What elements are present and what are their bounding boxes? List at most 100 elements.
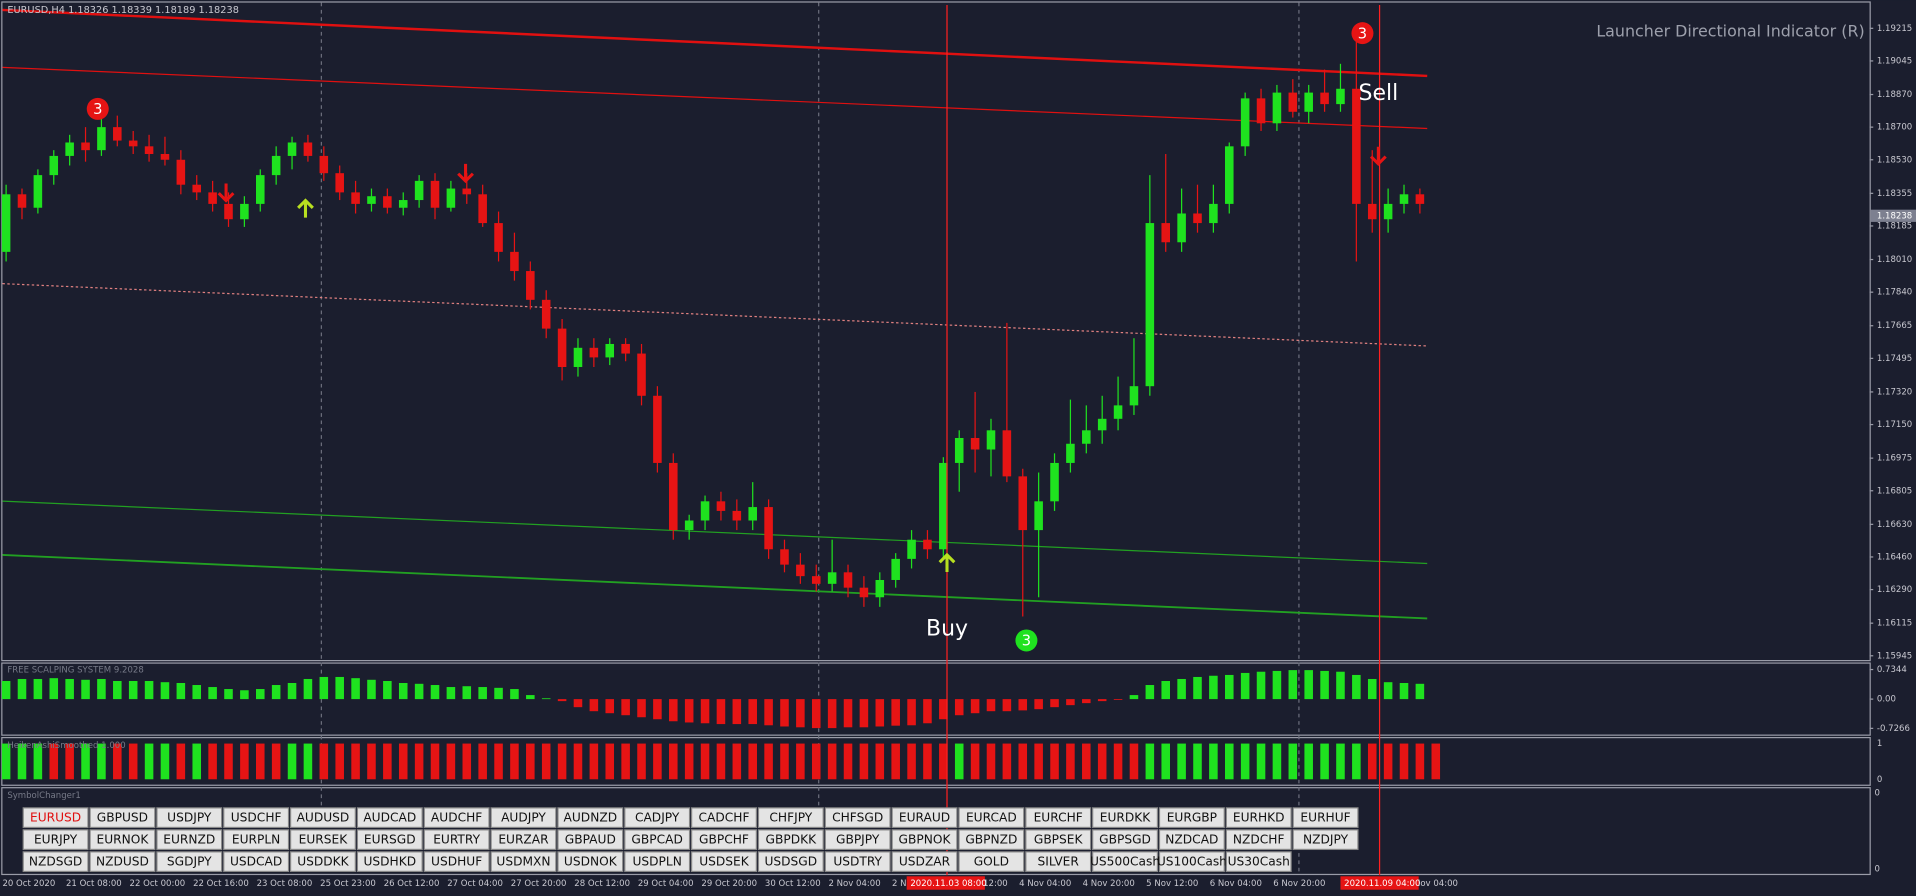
histogram-bar (1224, 674, 1234, 700)
histogram-bar (954, 699, 964, 716)
candle-body (1383, 203, 1393, 220)
symbol-button[interactable] (356, 829, 423, 851)
trend-bar (144, 743, 154, 780)
symbol-button[interactable] (423, 807, 490, 829)
symbol-button[interactable] (624, 807, 691, 829)
symbol-button[interactable] (1092, 851, 1159, 873)
symbol-button[interactable] (824, 829, 891, 851)
channel-line (2, 554, 1428, 620)
symbol-button[interactable] (223, 851, 290, 873)
candle-body (494, 223, 503, 252)
symbol-button[interactable] (89, 807, 156, 829)
symbol-button[interactable] (289, 829, 356, 851)
candle-body (827, 572, 837, 584)
symbol-button[interactable] (1225, 851, 1292, 873)
histogram-bar (557, 699, 567, 702)
symbol-button[interactable] (89, 829, 156, 851)
trend-bar (17, 743, 27, 780)
arrows (217, 146, 1387, 573)
symbol-button[interactable] (557, 829, 624, 851)
candle-body (1399, 194, 1409, 204)
symbol-button[interactable] (1092, 807, 1159, 829)
trend-bar (986, 743, 996, 780)
trend-bar (1066, 743, 1075, 780)
symbol-button[interactable] (423, 851, 490, 873)
candle-body (430, 180, 440, 208)
symbol-button[interactable] (1225, 807, 1292, 829)
symbol-button[interactable] (557, 851, 624, 873)
histogram-bar (97, 678, 106, 700)
symbol-button[interactable] (1158, 807, 1225, 829)
histogram-bar (176, 683, 186, 700)
trend-bar (811, 743, 821, 780)
candle-body (1082, 430, 1091, 444)
symbol-button[interactable] (691, 851, 757, 873)
symbol-button[interactable] (490, 829, 557, 851)
symbol-button[interactable] (757, 807, 824, 829)
symbol-button[interactable] (757, 851, 824, 873)
symbol-button[interactable] (891, 829, 958, 851)
symbol-button-label: NZDUSD (96, 855, 149, 869)
symbol-button[interactable] (223, 829, 290, 851)
symbol-button[interactable] (824, 807, 891, 829)
symbol-button[interactable] (958, 851, 1025, 873)
symbol-button[interactable] (1292, 829, 1359, 851)
symbol-button[interactable] (356, 807, 423, 829)
candle-body (541, 299, 551, 329)
candle-body (573, 347, 583, 367)
symbol-button[interactable] (958, 807, 1025, 829)
symbol-button[interactable] (958, 829, 1025, 851)
symbol-button[interactable] (289, 851, 356, 873)
symbol-button[interactable] (22, 807, 89, 829)
symbol-button[interactable] (891, 807, 958, 829)
symbol-button[interactable] (89, 851, 156, 873)
symbol-button[interactable] (490, 851, 557, 873)
vgrid (320, 2, 1300, 876)
symbol-button-label: CHFJPY (769, 811, 812, 825)
symbol-button[interactable] (22, 851, 89, 873)
symbol-button[interactable] (557, 807, 624, 829)
symbol-button[interactable] (156, 807, 223, 829)
symbol-button[interactable] (1158, 829, 1225, 851)
symbol-button[interactable] (1092, 829, 1159, 851)
symbol-button[interactable] (1025, 807, 1092, 829)
symbol-button[interactable] (691, 829, 757, 851)
trend-bar (764, 743, 773, 780)
symbol-button[interactable] (490, 807, 557, 829)
symbol-button[interactable] (1292, 807, 1359, 829)
down-arrow (1369, 146, 1387, 167)
trend-bar (398, 743, 408, 780)
symbol-button[interactable] (289, 807, 356, 829)
symbol-button[interactable] (624, 851, 691, 873)
symbol-button-label: EURPLN (232, 833, 280, 847)
symbol-button[interactable] (223, 807, 290, 829)
axis-label: 0 (1874, 789, 1879, 799)
histogram-bar (986, 699, 996, 712)
x-tick-label: 6 Nov 04:00 (1210, 879, 1262, 889)
signal-circles: 3 3 3 (86, 22, 1374, 652)
candle-body (780, 549, 789, 565)
histogram-bar (1240, 672, 1250, 700)
histogram-bar (875, 699, 885, 727)
down-arrow (217, 183, 235, 203)
histogram-bar (478, 687, 487, 700)
symbol-button[interactable] (356, 851, 423, 873)
symbol-button[interactable] (1025, 829, 1092, 851)
symbol-button[interactable] (1225, 829, 1292, 851)
histogram-bar (811, 699, 821, 729)
symbol-button[interactable] (891, 851, 958, 873)
symbol-button[interactable] (22, 829, 89, 851)
symbol-button[interactable] (156, 829, 223, 851)
symbol-button[interactable] (691, 807, 757, 829)
symbol-button-label: USDZAR (899, 855, 951, 869)
symbol-button[interactable] (1025, 851, 1092, 873)
symbol-button[interactable] (156, 851, 223, 873)
symbol-button[interactable] (757, 829, 824, 851)
histogram-bar (81, 679, 90, 700)
trend-bar (81, 743, 90, 780)
symbol-button[interactable] (1158, 851, 1225, 873)
x-tick-label: 10 Nov 04:00 (1400, 879, 1458, 889)
symbol-button[interactable] (624, 829, 691, 851)
symbol-button[interactable] (423, 829, 490, 851)
symbol-button[interactable] (824, 851, 891, 873)
